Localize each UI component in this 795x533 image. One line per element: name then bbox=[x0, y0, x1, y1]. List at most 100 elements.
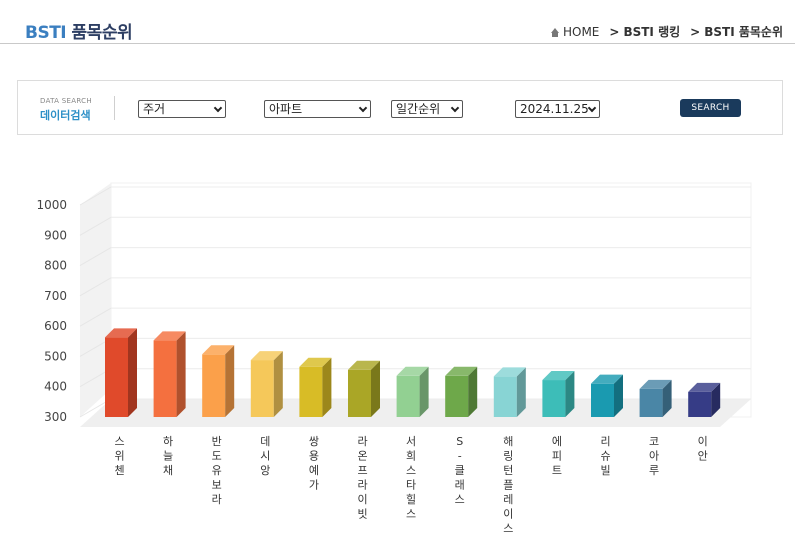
bar-side bbox=[419, 366, 429, 417]
breadcrumb-home[interactable]: HOME bbox=[562, 24, 600, 39]
page-header: BSTI 품목순위 HOME > BSTI 랭킹 > BSTI 품목순위 bbox=[0, 0, 795, 44]
grid-line bbox=[79, 307, 112, 327]
bar-front bbox=[348, 369, 371, 417]
y-tick-label: 300 bbox=[44, 410, 67, 424]
bar bbox=[153, 331, 186, 417]
bar-front bbox=[591, 383, 614, 417]
y-tick-label: 900 bbox=[44, 228, 67, 242]
bar-side bbox=[565, 371, 575, 417]
breadcrumb-item-ranking[interactable]: BSTI 품목순위 bbox=[704, 25, 783, 39]
y-axis-ticks: 300 400 500 600 700 800 900 1000 bbox=[36, 198, 67, 424]
data-search-panel: DATA SEARCH 데이터검색 주거 아파트 일간순위 2024.11.25… bbox=[17, 80, 783, 135]
bar bbox=[299, 357, 332, 417]
bar-side bbox=[614, 374, 623, 417]
bar-front bbox=[396, 375, 420, 417]
brand-logo[interactable]: BSTI 품목순위 bbox=[25, 23, 133, 43]
bar-top bbox=[688, 382, 721, 392]
bar bbox=[348, 360, 380, 417]
bar bbox=[493, 367, 526, 417]
category-select-value: 주거 bbox=[143, 102, 166, 116]
bar bbox=[591, 374, 623, 417]
bar-top bbox=[493, 367, 526, 377]
bar-side bbox=[322, 357, 332, 417]
grid-line bbox=[79, 247, 112, 267]
item-select-value: 아파트 bbox=[269, 102, 303, 116]
bar-front bbox=[445, 375, 469, 417]
bar-front bbox=[299, 366, 323, 417]
bar-top bbox=[348, 360, 380, 370]
y-tick-label: 800 bbox=[44, 259, 67, 273]
bar-top bbox=[639, 379, 672, 389]
bar-side bbox=[662, 379, 672, 417]
bar bbox=[396, 366, 429, 417]
item-select[interactable]: 아파트 bbox=[264, 100, 371, 118]
bar bbox=[639, 379, 672, 417]
y-tick-label: 400 bbox=[44, 380, 67, 394]
bar-top bbox=[542, 371, 575, 381]
bar-top bbox=[153, 331, 186, 341]
bar bbox=[202, 345, 235, 417]
bar-side bbox=[371, 360, 380, 417]
bar-side bbox=[711, 382, 721, 417]
y-tick-label: 1000 bbox=[36, 198, 67, 212]
category-select[interactable]: 주거 bbox=[138, 100, 226, 118]
bar-top bbox=[445, 366, 478, 376]
x-tick-label: S -클 래 스 bbox=[455, 435, 465, 506]
ranking-type-select[interactable]: 일간순위 bbox=[391, 100, 463, 118]
bar-side bbox=[273, 351, 283, 417]
bar-top bbox=[591, 374, 623, 384]
breadcrumb-separator: > bbox=[609, 24, 620, 39]
bar-front bbox=[542, 380, 566, 417]
chart-grid bbox=[79, 186, 751, 418]
bar-top bbox=[202, 345, 235, 355]
chevron-down-icon bbox=[358, 103, 368, 113]
bar-side bbox=[128, 328, 137, 417]
home-icon bbox=[550, 28, 559, 37]
grid-line bbox=[79, 186, 112, 206]
y-tick-label: 500 bbox=[44, 349, 67, 363]
bar-chart: 300 400 500 600 700 800 900 1000 스 위 첸 하 늘 채 반 도 유 보 라 데 시 앙… bbox=[36, 182, 752, 533]
bar-side bbox=[176, 331, 186, 417]
bar-top bbox=[299, 357, 332, 367]
date-select[interactable]: 2024.11.25 bbox=[515, 100, 600, 118]
bar bbox=[105, 328, 137, 417]
divider bbox=[114, 96, 115, 120]
chart-bars bbox=[105, 328, 721, 417]
breadcrumb-separator: > bbox=[690, 24, 701, 39]
bar bbox=[250, 351, 283, 417]
bar bbox=[542, 371, 575, 417]
ranking-type-select-value: 일간순위 bbox=[396, 102, 441, 116]
bar-side bbox=[468, 366, 478, 417]
bar-front bbox=[250, 360, 274, 417]
bar bbox=[688, 382, 721, 417]
bar-top bbox=[250, 351, 283, 361]
chevron-down-icon bbox=[587, 103, 597, 113]
date-select-value: 2024.11.25 bbox=[520, 102, 589, 116]
breadcrumb-ranking[interactable]: BSTI 랭킹 bbox=[623, 25, 681, 39]
y-tick-label: 700 bbox=[44, 289, 67, 303]
grid-line bbox=[79, 216, 112, 236]
bar-side bbox=[516, 367, 526, 417]
bar-front bbox=[153, 340, 177, 417]
bar-top bbox=[396, 366, 429, 376]
bar-front bbox=[493, 376, 517, 417]
bar bbox=[445, 366, 478, 417]
bar-front bbox=[202, 354, 226, 417]
bar-front bbox=[639, 388, 663, 417]
chart-side-wall bbox=[80, 183, 111, 417]
bar-top bbox=[105, 328, 137, 338]
y-tick-label: 600 bbox=[44, 319, 67, 333]
search-button[interactable]: SEARCH bbox=[680, 99, 741, 117]
